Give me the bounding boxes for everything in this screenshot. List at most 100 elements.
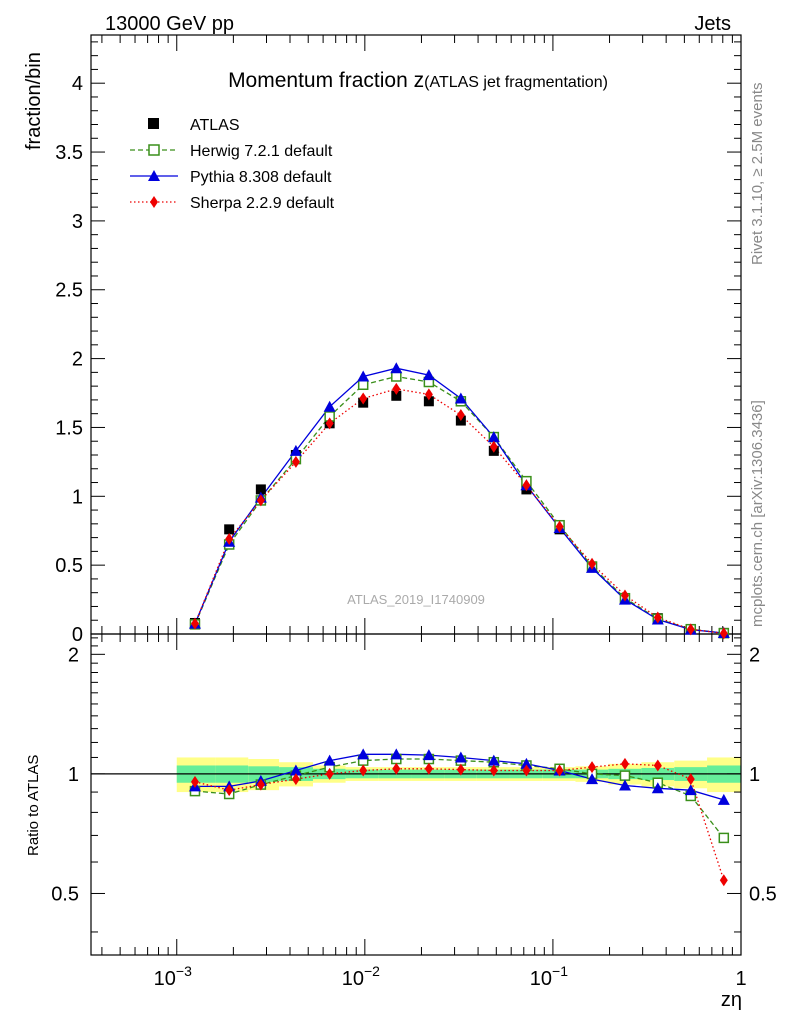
main-point-sherpa	[555, 520, 564, 533]
ratio-point-sherpa	[620, 757, 629, 770]
legend-label-herwig: Herwig 7.2.1 default	[190, 143, 333, 160]
chart-title-main: Momentum fraction z	[228, 69, 424, 92]
main-line-sherpa	[194, 388, 724, 635]
main-point-sherpa	[489, 440, 498, 453]
y-tick-label: 2	[72, 349, 83, 371]
ratio-point-pythia	[586, 773, 599, 785]
ratio-point-pythia	[717, 793, 730, 805]
ratio-point-sherpa	[190, 775, 199, 788]
main-point-sherpa	[456, 409, 465, 422]
ratio-point-pythia	[684, 784, 697, 796]
main-plot-frame	[90, 34, 742, 635]
ratio-point-pythia	[422, 749, 435, 761]
x-tick-label: 10−3	[154, 963, 192, 990]
ratio-point-pythia	[487, 754, 500, 766]
ratio-point-sherpa	[325, 767, 334, 780]
y-tick-label: 3	[72, 211, 83, 233]
main-point-pythia	[422, 369, 435, 381]
ratio-point-sherpa	[489, 764, 498, 777]
legend-label-atlas: ATLAS	[190, 117, 240, 134]
ratio-y-tick-label-right: 0.5	[749, 883, 777, 905]
ratio-point-pythia	[390, 748, 403, 760]
ratio-plot-frame	[90, 633, 742, 956]
main-point-pythia	[323, 400, 336, 412]
legend-item-atlas: ATLAS	[148, 117, 240, 134]
main-point-atlas	[391, 390, 402, 401]
ratio-point-herwig	[619, 770, 631, 781]
chart-title: Momentum fraction z(ATLAS jet fragmentat…	[228, 69, 608, 92]
main-point-sherpa	[653, 611, 662, 624]
rivet-label: Rivet 3.1.10, ≥ 2.5M events	[749, 83, 766, 266]
main-point-pythia	[487, 431, 500, 443]
y-axis-label: fraction/bin	[23, 52, 45, 150]
legend: ATLAS Herwig 7.2.1 default Pythia 8.308 …	[130, 117, 335, 212]
x-tick-label: 10−2	[342, 963, 380, 990]
source-label: mcplots.cern.ch [arXiv:1306.3436]	[749, 400, 766, 627]
ratio-point-pythia	[289, 764, 302, 776]
legend-marker-pythia	[148, 170, 160, 181]
main-point-atlas	[224, 524, 235, 535]
ratio-point-herwig	[718, 832, 730, 844]
ratio-y-axis-label: Ratio to ATLAS	[25, 755, 42, 856]
ratio-point-sherpa	[719, 874, 728, 887]
ratio-point-sherpa	[291, 773, 300, 786]
ratio-line-herwig	[194, 758, 725, 839]
main-point-pythia	[289, 444, 302, 456]
legend-marker-sherpa	[150, 196, 158, 208]
ratio-point-sherpa	[522, 764, 531, 777]
ratio-point-sherpa	[588, 761, 597, 774]
ratio-point-pythia	[454, 751, 467, 763]
main-point-herwig	[391, 371, 402, 382]
ratio-point-pythia	[618, 779, 631, 791]
ratio-point-sherpa	[359, 764, 368, 777]
axis-ticks	[91, 35, 742, 955]
ratio-point-sherpa	[256, 778, 265, 791]
chart-title-sub: (ATLAS jet fragmentation)	[424, 74, 608, 91]
ratio-point-pythia	[651, 782, 664, 794]
main-point-sherpa	[686, 623, 695, 636]
x-tick-label: 10−1	[530, 963, 568, 990]
legend-item-pythia: Pythia 8.308 default	[130, 169, 332, 186]
ratio-point-sherpa	[555, 764, 564, 777]
main-point-sherpa	[588, 557, 597, 570]
ratio-y-tick-label-right: 1	[749, 764, 760, 786]
legend-item-sherpa: Sherpa 2.2.9 default	[130, 195, 335, 212]
ratio-point-sherpa	[225, 784, 234, 797]
main-point-pythia	[357, 370, 370, 382]
main-point-sherpa	[256, 494, 265, 507]
legend-marker-herwig	[148, 144, 160, 156]
main-point-herwig	[357, 379, 369, 391]
ratio-y-tick-label-right: 2	[749, 644, 760, 666]
main-point-sherpa	[225, 532, 234, 545]
ratio-y-tick-label: 2	[68, 644, 79, 666]
ratio-y-tick-label: 0.5	[51, 883, 79, 905]
process-label: Jets	[694, 13, 731, 35]
main-point-sherpa	[620, 589, 629, 602]
ratio-point-pythia	[520, 757, 533, 769]
ratio-point-sherpa	[392, 762, 401, 775]
main-point-pythia	[454, 392, 467, 404]
x-axis-label: zη	[721, 989, 742, 1011]
main-point-sherpa	[325, 417, 334, 430]
main-point-sherpa	[190, 617, 199, 630]
main-point-sherpa	[291, 455, 300, 468]
x-tick-label: 1	[735, 968, 746, 990]
legend-label-pythia: Pythia 8.308 default	[190, 169, 332, 186]
y-tick-label: 1	[72, 486, 83, 508]
legend-item-herwig: Herwig 7.2.1 default	[130, 143, 333, 160]
ratio-point-pythia	[357, 748, 370, 760]
y-tick-label: 2.5	[55, 280, 83, 302]
legend-marker-atlas	[148, 118, 159, 129]
ratio-point-sherpa	[456, 763, 465, 776]
y-tick-label: 0	[72, 624, 83, 646]
ratio-point-sherpa	[424, 762, 433, 775]
ratio-point-sherpa	[653, 759, 662, 772]
main-point-sherpa	[424, 388, 433, 401]
y-tick-label: 1.5	[55, 417, 83, 439]
analysis-watermark: ATLAS_2019_I1740909	[347, 592, 485, 607]
energy-label: 13000 GeV pp	[105, 13, 234, 35]
legend-label-sherpa: Sherpa 2.2.9 default	[190, 195, 335, 212]
y-tick-label: 3.5	[55, 142, 83, 164]
y-tick-label: 0.5	[55, 555, 83, 577]
